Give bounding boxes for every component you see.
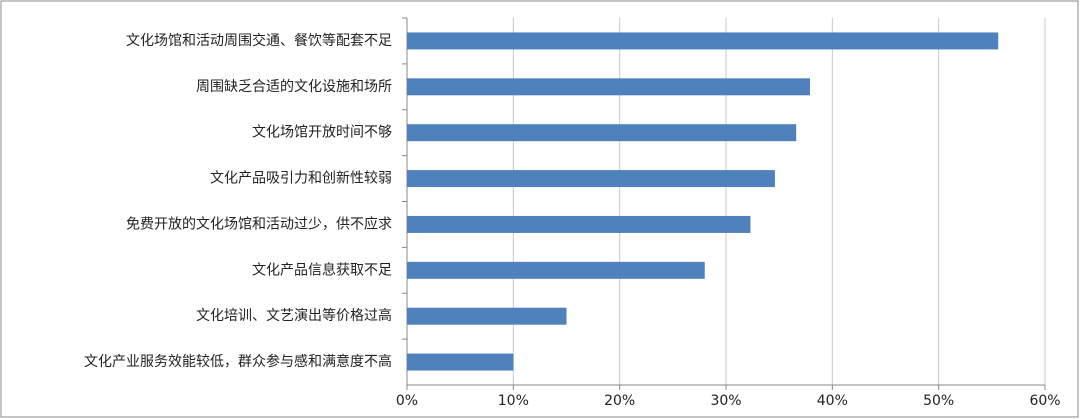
y-tick-label: 文化场馆和活动周围交通、餐饮等配套不足 xyxy=(126,32,392,49)
bar xyxy=(407,261,705,279)
y-tick-label: 免费开放的文化场馆和活动过少，供不应求 xyxy=(126,215,392,232)
x-tick-label: 30% xyxy=(710,393,741,409)
x-tick-label: 40% xyxy=(817,393,848,409)
y-tick-label: 文化产业服务效能较低，群众参与感和满意度不高 xyxy=(84,353,392,370)
x-tick-label: 60% xyxy=(1029,393,1060,409)
bar xyxy=(407,170,775,188)
bar xyxy=(407,124,797,142)
y-tick-label: 文化场馆开放时间不够 xyxy=(252,125,392,141)
y-tick-label: 文化产品吸引力和创新性较弱 xyxy=(210,171,392,187)
bar xyxy=(407,353,514,371)
bar xyxy=(407,78,811,96)
x-tick-label: 10% xyxy=(498,393,529,409)
x-tick-label: 50% xyxy=(923,393,954,409)
y-tick-label: 文化培训、文艺演出等价格过高 xyxy=(196,307,392,324)
y-tick-label: 文化产品信息获取不足 xyxy=(252,261,392,278)
bar xyxy=(407,307,567,325)
x-tick-label: 0% xyxy=(396,393,418,409)
y-tick-label: 周围缺乏合适的文化设施和场所 xyxy=(196,79,392,95)
bar xyxy=(407,32,999,50)
x-tick-label: 20% xyxy=(604,393,635,409)
bar xyxy=(407,215,751,233)
